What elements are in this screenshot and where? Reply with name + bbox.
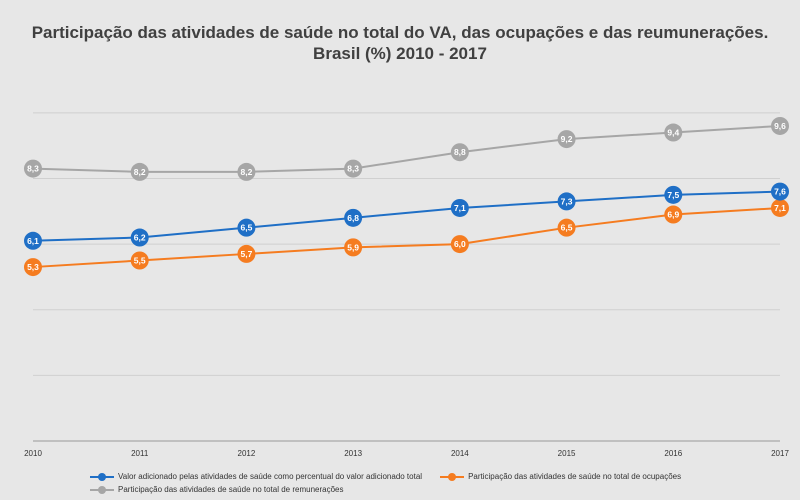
series-line-1: [32, 206, 781, 269]
data-label-2: 8,2: [134, 167, 146, 177]
data-label-0: 7,6: [774, 187, 786, 197]
data-label-0: 6,2: [134, 233, 146, 243]
data-point-1: [450, 235, 469, 254]
data-point-1: [771, 198, 789, 217]
data-label-2: 8,3: [27, 164, 39, 174]
data-label-0: 6,8: [347, 213, 359, 223]
data-label-2: 8,2: [241, 167, 253, 177]
legend-item-ocupacoes: Participação das atividades de saúde no …: [440, 472, 681, 482]
data-label-1: 5,7: [241, 249, 253, 259]
data-point-0: [24, 231, 42, 250]
legend: Valor adicionado pelas atividades de saú…: [90, 470, 790, 496]
data-label-1: 5,5: [134, 256, 146, 266]
data-point-1: [344, 238, 363, 257]
data-point-1: [557, 218, 576, 237]
x-tick-label: 2016: [664, 449, 682, 458]
data-point-2: [24, 159, 42, 178]
x-tick-label: 2014: [451, 449, 469, 458]
data-label-1: 7,1: [774, 203, 786, 213]
data-label-1: 5,3: [27, 262, 39, 272]
legend-row-2: Participação das atividades de saúde no …: [90, 483, 790, 496]
legend-row-1: Valor adicionado pelas atividades de saú…: [90, 470, 790, 483]
legend-marker-remuneracoes: [90, 485, 114, 495]
data-label-2: 9,6: [774, 121, 786, 131]
legend-marker-va: [90, 472, 114, 482]
x-tick-label: 2010: [24, 449, 42, 458]
data-point-0: [557, 192, 576, 211]
data-label-0: 7,3: [561, 196, 573, 206]
data-label-0: 7,5: [667, 190, 679, 200]
x-tick-label: 2012: [238, 449, 256, 458]
data-point-1: [24, 258, 42, 277]
chart-title-line1: Participação das atividades de saúde no …: [31, 23, 769, 42]
data-point-0: [450, 198, 469, 217]
legend-item-remuneracoes: Participação das atividades de saúde no …: [90, 485, 343, 495]
data-point-2: [237, 162, 256, 181]
data-label-1: 5,9: [347, 242, 359, 252]
data-label-2: 8,8: [454, 147, 466, 157]
data-label-1: 6,0: [454, 239, 466, 249]
data-label-0: 7,1: [454, 203, 466, 213]
x-tick-label: 2015: [558, 449, 576, 458]
data-point-1: [130, 251, 149, 270]
data-point-2: [130, 162, 149, 181]
data-label-2: 8,3: [347, 164, 359, 174]
data-label-1: 6,9: [667, 210, 679, 220]
data-point-0: [344, 208, 363, 227]
data-point-0: [771, 182, 789, 201]
data-label-2: 9,4: [667, 128, 679, 138]
chart-title: Participação das atividades de saúde no …: [0, 22, 800, 64]
data-point-0: [237, 218, 256, 237]
data-point-0: [664, 185, 683, 204]
data-point-2: [664, 123, 683, 142]
data-point-1: [237, 244, 256, 263]
x-tick-label: 2017: [771, 449, 789, 458]
legend-label-va: Valor adicionado pelas atividades de saú…: [118, 472, 423, 481]
legend-item-va: Valor adicionado pelas atividades de saú…: [90, 472, 422, 482]
legend-marker-ocupacoes: [440, 472, 465, 482]
legend-label-ocupacoes: Participação das atividades de saúde no …: [468, 472, 682, 481]
data-label-0: 6,1: [27, 236, 39, 246]
data-point-2: [557, 130, 576, 149]
data-point-1: [664, 205, 683, 224]
data-label-2: 9,2: [561, 134, 573, 144]
series-line-0: [32, 190, 781, 242]
series-line-2: [32, 124, 781, 173]
legend-label-remuneracoes: Participação das atividades de saúde no …: [118, 485, 344, 494]
chart-title-line2: Brasil (%) 2010 - 2017: [313, 44, 487, 63]
data-point-0: [130, 228, 149, 247]
data-point-2: [344, 159, 363, 178]
data-point-2: [450, 143, 469, 162]
plot-area: 2010 2011 2012 2013 2014 2015 2016 2017 8,3 8,2 8,…: [24, 112, 789, 458]
data-label-1: 6,5: [561, 223, 573, 233]
data-label-0: 6,5: [241, 223, 253, 233]
data-point-2: [771, 116, 789, 135]
x-tick-label: 2011: [131, 449, 149, 458]
x-tick-label: 2013: [344, 449, 362, 458]
